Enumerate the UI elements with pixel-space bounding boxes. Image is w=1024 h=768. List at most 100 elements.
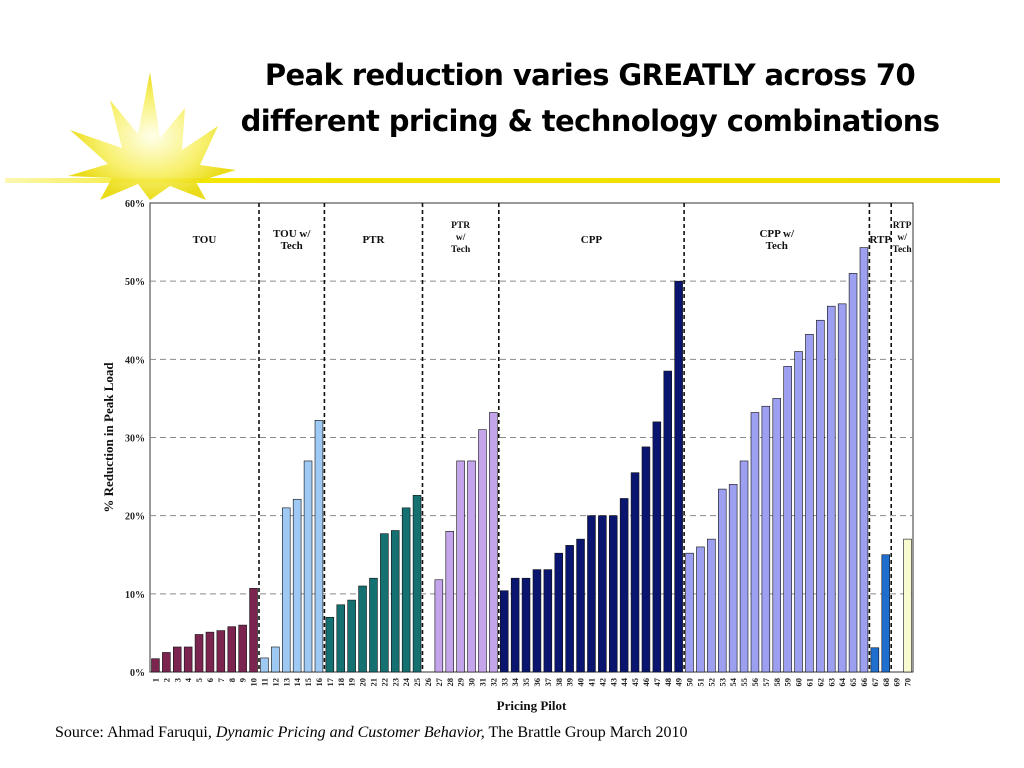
bar: [521, 577, 531, 673]
x-tick-label: 21: [368, 678, 378, 687]
x-tick-label: 45: [630, 678, 640, 687]
x-tick-label: 59: [783, 678, 793, 687]
bar: [314, 420, 324, 673]
bar: [805, 334, 814, 673]
source-prefix: Source: Ahmad Faruqui,: [55, 724, 216, 741]
bar: [336, 604, 346, 673]
x-tick-label: 53: [717, 678, 727, 687]
x-tick-label: 46: [641, 678, 651, 687]
bar: [358, 585, 367, 673]
bar: [292, 498, 302, 673]
x-tick-label: 41: [586, 678, 596, 687]
bar: [641, 446, 651, 673]
bar: [434, 579, 444, 673]
bar: [456, 460, 465, 673]
bar: [260, 657, 269, 673]
bar: [238, 624, 247, 673]
bar: [772, 398, 781, 673]
group-label: w/: [897, 233, 907, 243]
x-tick-label: 3: [172, 678, 182, 682]
bar: [543, 569, 553, 673]
x-tick-label: 58: [772, 678, 782, 687]
bar: [783, 366, 792, 673]
x-tick-label: 61: [804, 678, 814, 687]
x-tick-label: 1: [150, 678, 160, 682]
bar: [826, 305, 836, 673]
bar: [859, 247, 869, 673]
bar: [478, 429, 487, 673]
bar: [380, 533, 389, 673]
x-tick-label: 60: [794, 678, 804, 687]
x-tick-label: 9: [238, 678, 248, 682]
bar: [216, 630, 226, 673]
bar: [173, 646, 182, 673]
bar: [761, 405, 771, 673]
bar: [194, 634, 204, 673]
x-tick-label: 50: [685, 678, 695, 687]
x-tick-label: 32: [488, 678, 498, 687]
x-tick-label: 69: [892, 678, 902, 687]
bar: [663, 370, 672, 673]
x-tick-label: 35: [521, 678, 531, 687]
bar: [598, 515, 607, 673]
x-tick-label: 62: [815, 678, 825, 687]
x-tick-label: 5: [194, 678, 204, 682]
group-label: Tech: [451, 245, 471, 255]
x-tick-label: 64: [837, 677, 847, 686]
group-label: TOU w/: [273, 228, 311, 240]
x-tick-label: 44: [619, 677, 629, 686]
x-tick-label: 6: [205, 678, 215, 682]
bar: [532, 569, 542, 673]
x-tick-label: 11: [259, 678, 269, 686]
x-tick-label: 17: [325, 677, 335, 686]
x-tick-label: 66: [859, 678, 869, 687]
bar: [816, 319, 825, 673]
bar: [739, 460, 749, 673]
y-tick-label: 0%: [130, 668, 145, 679]
x-tick-label: 37: [543, 677, 553, 686]
group-label: CPP w/: [759, 228, 794, 240]
slide-title: Peak reduction varies GREATLY across 70 …: [200, 52, 980, 144]
x-tick-label: 20: [358, 678, 368, 687]
bar: [347, 599, 356, 673]
x-tick-label: 55: [739, 678, 749, 687]
x-tick-label: 51: [695, 678, 705, 687]
bar: [728, 484, 738, 673]
x-tick-label: 23: [390, 678, 400, 687]
x-tick-label: 49: [674, 678, 684, 687]
x-tick-label: 54: [728, 677, 738, 686]
x-tick-label: 39: [565, 678, 575, 687]
x-tick-label: 52: [706, 678, 716, 687]
source-caption: Source: Ahmad Faruqui, Dynamic Pricing a…: [55, 724, 688, 742]
group-label: w/: [456, 233, 466, 243]
x-tick-label: 22: [379, 678, 389, 687]
source-suffix: The Brattle Group March 2010: [484, 724, 688, 741]
group-label: Tech: [893, 245, 913, 255]
bar: [565, 545, 574, 673]
bar: [870, 647, 880, 673]
y-tick-label: 50%: [125, 277, 145, 288]
x-tick-label: 8: [227, 678, 237, 682]
x-tick-label: 65: [848, 678, 858, 687]
peak-reduction-bar-chart: 0% 10% 20% 30% 40% 50% 60% TOU TOU w/Tech PTR PTR w…: [101, 199, 914, 713]
group-label: CPP: [581, 234, 603, 246]
x-tick-label: 12: [270, 678, 280, 687]
x-tick-label: 36: [532, 678, 542, 687]
bar: [227, 626, 237, 673]
bar: [467, 460, 476, 673]
group-label: Tech: [766, 240, 788, 252]
bar: [183, 646, 193, 673]
x-tick-label: 38: [554, 678, 564, 687]
x-tick-label: 15: [303, 678, 313, 687]
x-axis-title: Pricing Pilot: [497, 698, 567, 713]
x-tick-label: 28: [445, 678, 455, 687]
bar: [151, 658, 160, 673]
bar: [554, 552, 563, 673]
bar: [619, 498, 629, 673]
bar: [576, 538, 585, 673]
bar: [587, 515, 596, 673]
bar: [303, 460, 313, 673]
x-tick-label: 42: [597, 678, 607, 687]
bar: [707, 538, 716, 673]
bar: [903, 538, 912, 673]
